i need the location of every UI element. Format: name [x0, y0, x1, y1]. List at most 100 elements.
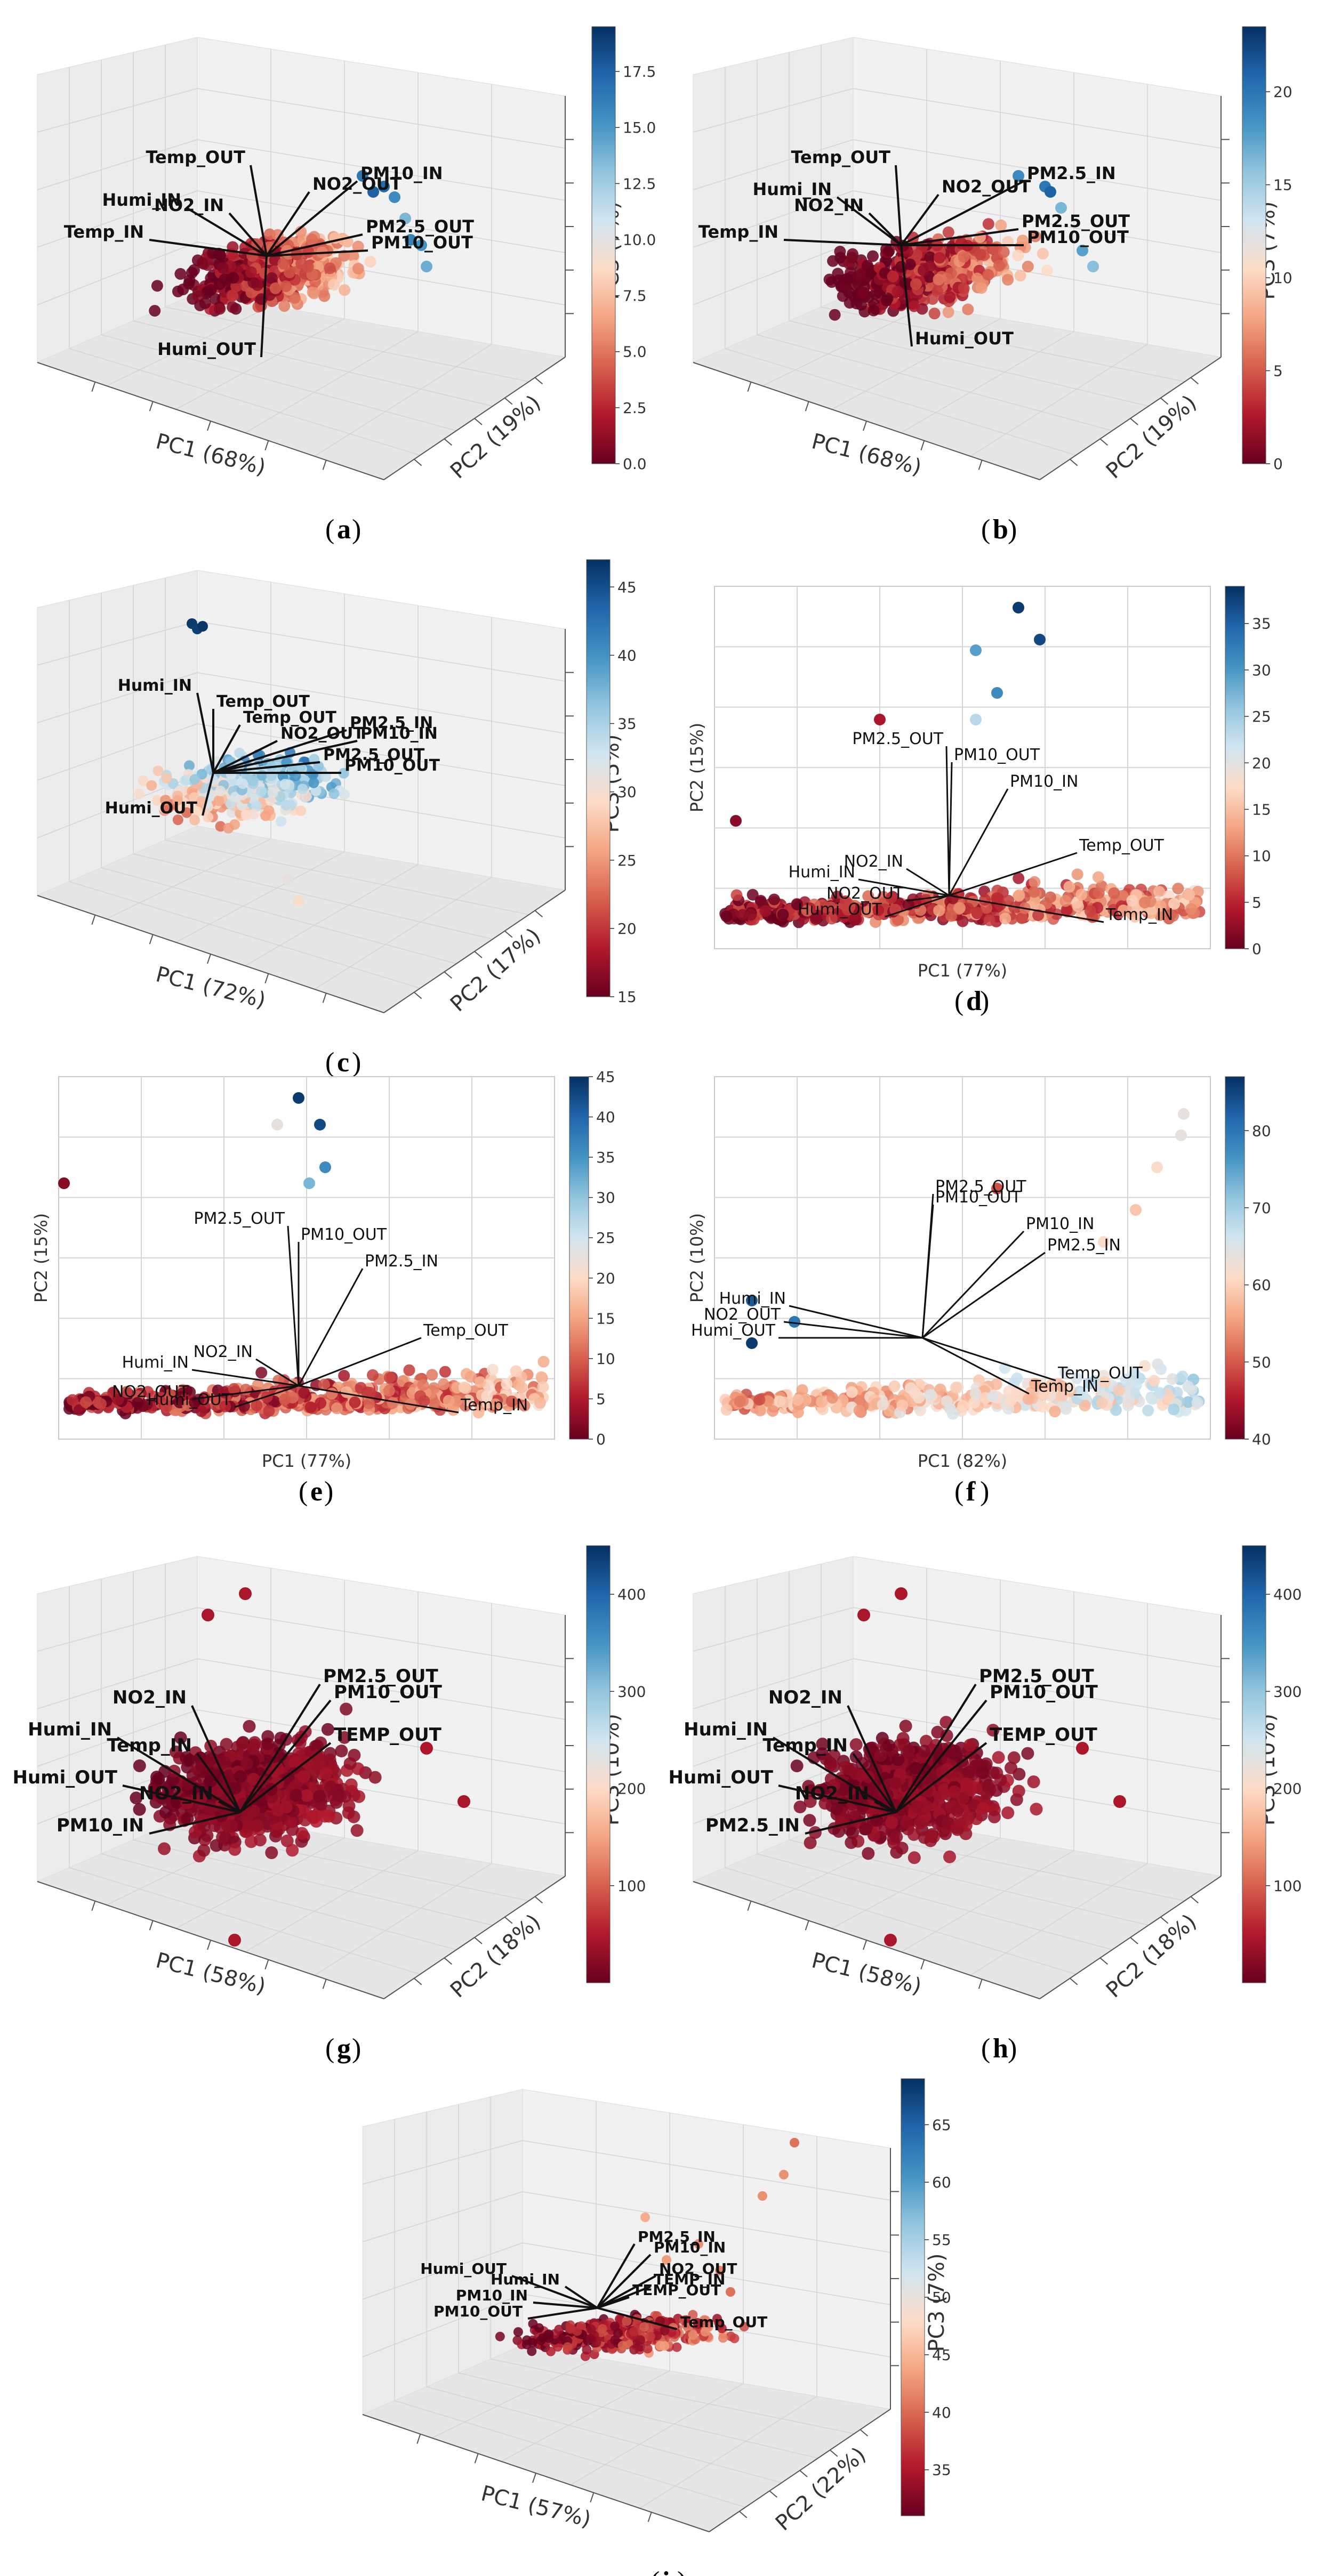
data-point — [240, 1757, 253, 1770]
panel-letter: b — [993, 514, 1008, 545]
data-point — [202, 286, 213, 298]
data-point — [950, 1382, 962, 1394]
data-point — [881, 292, 894, 304]
colorbar-tick-label: 35 — [596, 1149, 615, 1166]
loading-vector — [868, 212, 902, 246]
data-point — [734, 1395, 746, 1408]
data-point — [340, 1702, 353, 1716]
data-point — [383, 1385, 395, 1397]
data-point — [1085, 905, 1096, 917]
panel-c: PC1 (72%) PC2 (17%)PC3 (5%)Humi_INTemp_OU… — [36, 559, 637, 1078]
data-point — [318, 290, 331, 302]
data-point — [237, 778, 248, 789]
data-point — [865, 268, 877, 280]
data-point — [971, 907, 983, 918]
data-point — [303, 1177, 315, 1189]
data-point — [1049, 1406, 1061, 1418]
loading-vector — [900, 193, 939, 246]
colorbar-tick-label: 80 — [1252, 1122, 1271, 1140]
data-point — [227, 289, 239, 302]
loading-label: NO2_IN — [194, 1343, 253, 1361]
colorbar-tick-label: 10 — [1273, 269, 1292, 287]
data-point — [1175, 1129, 1187, 1141]
data-point — [904, 259, 916, 270]
data-point — [1172, 883, 1184, 895]
data-point — [302, 261, 314, 273]
colorbar-tick-label: 60 — [1252, 1277, 1271, 1294]
data-point — [777, 908, 789, 920]
data-point — [457, 1795, 470, 1808]
caption-paren: ) — [352, 514, 361, 545]
data-point — [279, 779, 291, 790]
loading-label: Humi_OUT — [13, 1767, 118, 1788]
data-point — [256, 786, 267, 797]
data-point — [867, 250, 879, 262]
data-point — [720, 1404, 733, 1416]
data-point — [269, 282, 282, 294]
data-point — [1178, 1108, 1190, 1120]
data-point — [516, 1381, 528, 1393]
data-point — [335, 1745, 348, 1758]
data-point — [189, 774, 200, 785]
data-point — [213, 795, 224, 806]
data-point — [982, 269, 994, 281]
data-point — [501, 1378, 513, 1390]
data-point — [1176, 1370, 1189, 1383]
panel-i: PC1 (57%) PC2 (22%)PC3 (7%)PM2.5_INPM10_I… — [362, 2078, 951, 2576]
data-point — [421, 261, 432, 272]
data-point — [260, 810, 271, 821]
data-point — [917, 264, 929, 277]
data-point — [180, 775, 191, 786]
colorbar-tick-label: 5 — [596, 1390, 606, 1408]
data-point — [378, 181, 390, 192]
data-point — [720, 910, 733, 923]
data-point — [970, 644, 982, 656]
data-point — [902, 1743, 916, 1757]
data-point — [417, 1379, 429, 1391]
loading-label: PM2.5_OUT — [194, 1209, 285, 1228]
data-point — [1072, 900, 1084, 912]
data-point — [1037, 247, 1049, 260]
data-point — [458, 1382, 470, 1393]
data-point — [151, 795, 163, 806]
loading-label: PM10_OUT — [954, 746, 1040, 764]
colorbar-e — [569, 1076, 589, 1440]
data-point — [293, 1092, 304, 1104]
data-point — [1028, 886, 1040, 898]
colorbar-tick-label: 100 — [617, 1877, 646, 1895]
data-point — [1001, 1806, 1015, 1820]
data-point — [216, 1831, 229, 1844]
data-point — [1013, 889, 1025, 901]
data-point — [1142, 1404, 1154, 1417]
loading-label: NO2_OUT — [942, 176, 1031, 197]
data-point — [339, 284, 351, 296]
data-point — [310, 785, 322, 796]
panel-letter: d — [966, 986, 982, 1016]
colorbar-tick-label: 35 — [1252, 615, 1271, 633]
data-point — [313, 1790, 326, 1803]
loading-label: Temp_IN — [1105, 906, 1173, 924]
loading-label: Temp_IN — [460, 1396, 528, 1415]
data-point — [245, 266, 257, 278]
data-point — [1063, 881, 1075, 893]
loading-vector — [228, 212, 268, 257]
data-point — [352, 263, 364, 274]
data-point — [255, 1367, 268, 1379]
data-point — [957, 915, 969, 927]
data-point — [990, 1378, 1002, 1391]
colorbar-h — [1242, 1545, 1266, 1983]
data-point — [892, 1753, 905, 1766]
y-axis-label: PC2 (15%) — [31, 1213, 51, 1303]
data-point — [991, 687, 1003, 699]
data-point — [403, 1364, 415, 1376]
loading-label: Temp_IN — [64, 222, 144, 242]
data-point — [1029, 230, 1041, 243]
loading-label: Humi_OUT — [915, 328, 1014, 349]
data-point — [939, 1716, 953, 1729]
data-point — [261, 1730, 275, 1743]
data-point — [263, 1405, 275, 1417]
data-point — [958, 251, 970, 263]
data-point — [841, 1762, 855, 1775]
data-point — [768, 893, 780, 906]
loading-label: PM10_IN — [360, 163, 443, 183]
